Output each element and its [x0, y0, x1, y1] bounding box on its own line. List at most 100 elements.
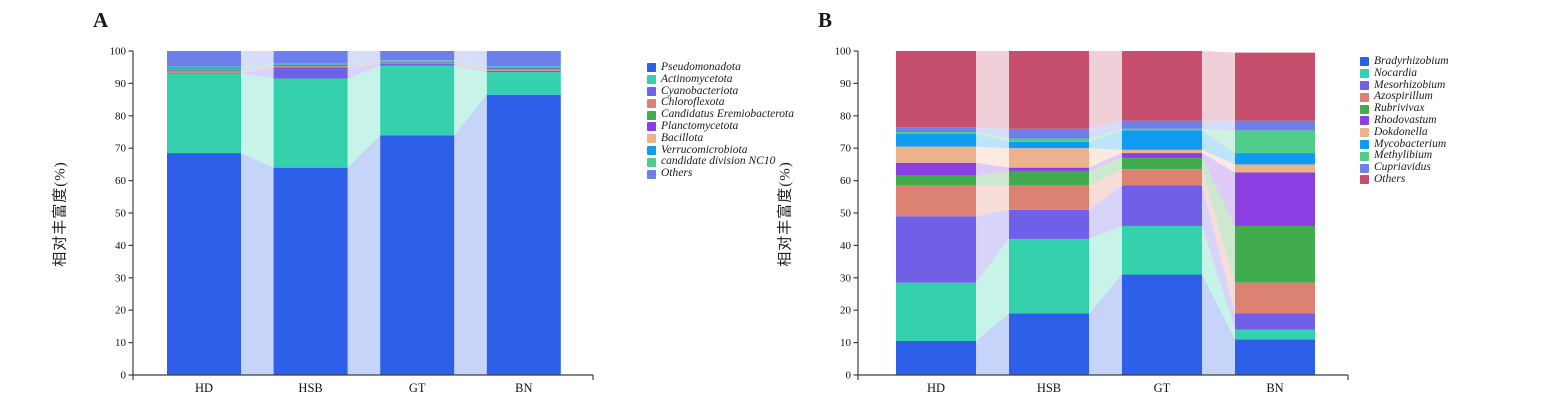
bar-segment	[896, 133, 976, 147]
legend-swatch	[647, 169, 656, 179]
legend-item: Bacillota	[647, 132, 794, 145]
bar-segment	[896, 51, 976, 128]
legend-label: Mesorhizobium	[1374, 78, 1446, 91]
flow-ribbon	[347, 61, 381, 66]
legend-swatch	[647, 86, 656, 96]
flow-ribbon	[241, 64, 274, 70]
y-tick-label: 10	[840, 337, 852, 349]
panel-label-a: A	[93, 8, 109, 32]
flow-ribbon	[347, 62, 381, 67]
bar-segment	[896, 340, 976, 375]
flow-ribbon	[1202, 130, 1235, 165]
legend-label: Actinomycetota	[661, 72, 733, 85]
flow-ribbon	[241, 63, 274, 68]
bar-segment	[167, 71, 241, 73]
flow-ribbon	[1202, 153, 1235, 226]
bar-segment	[380, 60, 455, 62]
flow-ribbon	[347, 135, 381, 375]
y-tick-label: 10	[115, 337, 127, 349]
bar-segment	[1122, 130, 1202, 150]
bar-segment	[1122, 153, 1202, 158]
y-tick-label: 30	[115, 272, 127, 284]
flow-ribbon	[1202, 185, 1235, 330]
y-tick-label: 50	[840, 208, 852, 220]
flow-ribbon	[1089, 148, 1122, 168]
flow-ribbon	[347, 62, 381, 68]
legend-label: Azospirillum	[1374, 90, 1433, 103]
legend-swatch	[647, 75, 656, 85]
bar-segment	[1009, 185, 1089, 210]
bar-segment	[273, 63, 348, 65]
bar-segment	[380, 61, 455, 63]
flow-ribbon	[241, 64, 274, 71]
flow-ribbon	[1202, 51, 1235, 121]
bar-segment	[1235, 329, 1315, 340]
bar-segment	[486, 70, 561, 73]
bar-segment	[380, 65, 455, 136]
flow-ribbon	[1089, 185, 1122, 239]
flow-ribbon	[454, 62, 487, 70]
legend-item: Rubrivivax	[1360, 102, 1449, 115]
legend-item: Mesorhizobium	[1360, 78, 1449, 92]
flow-ribbon	[1089, 274, 1122, 375]
flow-ribbon	[241, 153, 274, 375]
legend-swatch	[647, 63, 656, 73]
bar-segment	[1235, 282, 1315, 314]
flow-ribbon	[1202, 128, 1235, 154]
legend-swatch	[1360, 69, 1369, 79]
flow-ribbon	[976, 146, 1009, 168]
legend-swatch	[647, 145, 656, 155]
bar-segment	[1009, 141, 1089, 149]
bar-segment	[1235, 130, 1315, 154]
y-tick-label: 60	[840, 175, 852, 187]
flow-ribbon	[976, 132, 1009, 142]
bar-segment	[486, 94, 561, 376]
flow-ribbon	[1089, 130, 1122, 150]
bar-segment	[273, 167, 348, 375]
legend-item: Nocardia	[1360, 67, 1449, 80]
bar-segment	[167, 68, 241, 70]
legend-item: Others	[1360, 173, 1449, 186]
y-tick-label: 100	[110, 46, 127, 58]
y-tick-label: 60	[115, 175, 127, 187]
legend-label: Verrucomicrobiota	[661, 143, 748, 156]
bar-segment	[896, 146, 976, 163]
legend-swatch	[1360, 104, 1369, 114]
legend-label: Dokdonella	[1374, 125, 1428, 138]
y-tick-label: 70	[115, 143, 127, 155]
bar-segment	[167, 66, 241, 68]
y-tick-label: 40	[115, 240, 127, 252]
y-tick-label: 0	[121, 370, 127, 382]
bar-segment	[1009, 167, 1089, 171]
flow-ribbon	[976, 238, 1009, 341]
bar-segment	[1122, 51, 1202, 121]
y-tick-label: 90	[115, 78, 127, 90]
legend-label: Others	[661, 167, 693, 180]
x-category-label: BN	[515, 381, 532, 395]
bar-segment	[167, 69, 241, 71]
flow-ribbon	[347, 60, 381, 64]
bar-segment	[1235, 164, 1315, 173]
bar-segment	[896, 282, 976, 341]
bar-segment	[486, 72, 561, 95]
bar-segment	[1235, 172, 1315, 226]
y-tick-label: 20	[115, 305, 127, 317]
bar-segment	[1235, 225, 1315, 283]
bar-segment	[1122, 149, 1202, 154]
bar-segment	[273, 78, 348, 168]
flow-ribbon	[1089, 120, 1122, 139]
y-tick-label: 20	[840, 305, 852, 317]
flow-ribbon	[1202, 169, 1235, 314]
flow-ribbon	[976, 133, 1009, 149]
stacked-bar-chart: 0 10 20 30 40 50 60 70 80 90 100 HD HSB GT BN	[835, 46, 1349, 395]
bar-segment	[1122, 185, 1202, 226]
flow-ribbon	[454, 62, 487, 71]
x-category-label: GT	[1154, 381, 1171, 395]
bar-segment	[896, 162, 976, 176]
flow-ribbon	[1202, 149, 1235, 173]
legend-a: Pseudomonadota Actinomycetota Cyanobacteri…	[647, 61, 794, 180]
legend-label: Cupriavidus	[1374, 161, 1431, 174]
bar-segment	[1009, 170, 1089, 186]
legend-item: Bradyrhizobium	[1360, 55, 1449, 68]
legend-item: Cupriavidus	[1360, 161, 1449, 174]
